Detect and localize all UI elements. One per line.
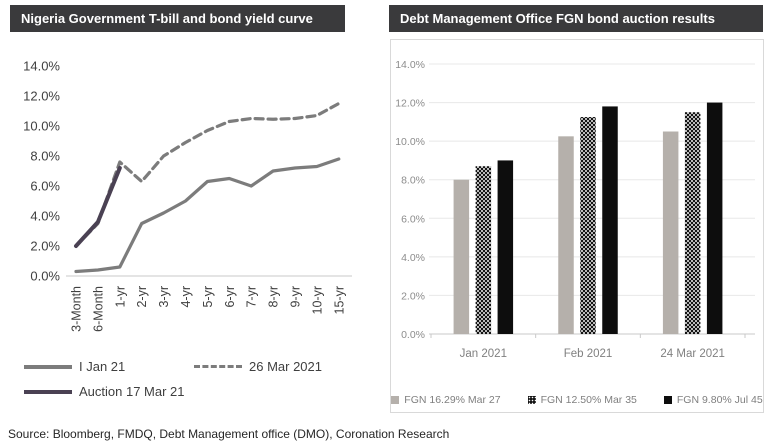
right-chart-title: Debt Management Office FGN bond auction … bbox=[389, 5, 763, 32]
y-tick-label: 12.0% bbox=[395, 98, 425, 110]
left-chart-legend: I Jan 21 26 Mar 2021 Auction 17 Mar 21 bbox=[24, 354, 374, 404]
y-tick-label: 0.0% bbox=[30, 269, 60, 284]
legend-dotted-swatch bbox=[527, 396, 536, 404]
bar-0 bbox=[558, 136, 574, 334]
legend-purple-line-sample bbox=[24, 389, 72, 394]
y-tick-label: 8.0% bbox=[401, 175, 425, 187]
right-chart-title-text: Debt Management Office FGN bond auction … bbox=[400, 11, 715, 26]
x-tick-label: 1-yr bbox=[113, 286, 127, 308]
bar-2 bbox=[602, 106, 618, 334]
legend-row-2: Auction 17 Mar 21 bbox=[24, 379, 374, 404]
y-tick-label: 12.0% bbox=[23, 89, 60, 104]
legend-label-mar35: FGN 12.50% Mar 35 bbox=[540, 394, 637, 406]
y-tick-label: 6.0% bbox=[401, 213, 425, 225]
legend-item-mar26: 26 Mar 2021 bbox=[194, 359, 322, 374]
bar-1 bbox=[475, 166, 492, 334]
bar-0 bbox=[453, 179, 470, 334]
right-chart-plot: 0.0% 2.0% 4.0% 6.0% 8.0% 10.0% 12.0% 14.0% Jan 2… bbox=[395, 59, 755, 360]
x-tick-label: 9-yr bbox=[289, 286, 303, 308]
legend-item-mar35: FGN 12.50% Mar 35 bbox=[527, 394, 637, 406]
y-tick-label: 4.0% bbox=[401, 252, 425, 264]
y-tick-label: 4.0% bbox=[30, 209, 60, 224]
y-tick-label: 14.0% bbox=[23, 59, 60, 74]
y-tick-label: 2.0% bbox=[30, 239, 60, 254]
x-tick-label: 24 Mar 2021 bbox=[660, 348, 725, 360]
right-chart-frame: 0.0% 2.0% 4.0% 6.0% 8.0% 10.0% 12.0% 14.0% Jan 2… bbox=[390, 39, 764, 413]
bar-2 bbox=[497, 160, 514, 334]
x-tick-label: 7-yr bbox=[245, 286, 259, 308]
y-tick-label: 2.0% bbox=[401, 290, 425, 302]
legend-black-swatch bbox=[663, 396, 672, 404]
x-tick-label: 6-yr bbox=[223, 286, 237, 308]
x-tick-label: 15-yr bbox=[332, 286, 346, 314]
legend-label-mar26: 26 Mar 2021 bbox=[249, 359, 322, 374]
x-tick-label: 6-Month bbox=[91, 286, 105, 332]
x-tick-label: 10-yr bbox=[310, 286, 324, 314]
y-tick-label: 10.0% bbox=[23, 119, 60, 134]
legend-gray-swatch bbox=[391, 396, 400, 404]
y-tick-label: 0.0% bbox=[401, 329, 425, 341]
bar-1 bbox=[580, 117, 596, 335]
x-tick-label: 5-yr bbox=[201, 286, 215, 308]
legend-label-mar27: FGN 16.29% Mar 27 bbox=[404, 394, 501, 406]
legend-label-jul45: FGN 9.80% Jul 45 bbox=[676, 394, 763, 406]
x-tick-label: 3-Month bbox=[70, 286, 84, 332]
legend-label-jan: I Jan 21 bbox=[79, 359, 126, 374]
y-tick-label: 10.0% bbox=[395, 136, 425, 148]
legend-row-1: I Jan 21 26 Mar 2021 bbox=[24, 354, 374, 379]
x-tick-label: 8-yr bbox=[267, 286, 281, 308]
series-line-1 bbox=[74, 101, 341, 248]
bar-1 bbox=[684, 112, 701, 334]
x-tick-label: 3-yr bbox=[157, 286, 171, 308]
legend-label-auction: Auction 17 Mar 21 bbox=[79, 384, 185, 399]
legend-solid-gray-line-sample bbox=[24, 364, 72, 369]
y-tick-label: 6.0% bbox=[30, 179, 60, 194]
legend-dashed-line-sample bbox=[194, 365, 242, 368]
legend-item-jan: I Jan 21 bbox=[24, 359, 194, 374]
bar-2 bbox=[706, 102, 723, 334]
x-tick-label: Jan 2021 bbox=[460, 348, 507, 360]
x-tick-label: 2-yr bbox=[135, 286, 149, 308]
y-tick-label: 8.0% bbox=[30, 149, 60, 164]
source-note: Source: Bloomberg, FMDQ, Debt Management… bbox=[8, 427, 450, 441]
left-chart-title: Nigeria Government T-bill and bond yield… bbox=[10, 5, 345, 32]
right-chart-legend: FGN 16.29% Mar 27 FGN 12.50% Mar 35 FGN … bbox=[391, 394, 763, 406]
legend-item-mar27: FGN 16.29% Mar 27 bbox=[391, 394, 501, 406]
y-tick-label: 14.0% bbox=[395, 59, 425, 71]
x-tick-label: 4-yr bbox=[179, 286, 193, 308]
series-line-2 bbox=[74, 166, 122, 248]
bar-0 bbox=[662, 131, 679, 334]
legend-item-auction: Auction 17 Mar 21 bbox=[24, 384, 185, 399]
x-tick-label: Feb 2021 bbox=[564, 348, 613, 360]
left-chart-plot: 0.0% 2.0% 4.0% 6.0% 8.0% 10.0% 12.0% 14.0% 3-Mon… bbox=[23, 59, 352, 332]
series-line-0 bbox=[74, 157, 341, 274]
left-chart-title-text: Nigeria Government T-bill and bond yield… bbox=[21, 11, 313, 26]
legend-item-jul45: FGN 9.80% Jul 45 bbox=[663, 394, 763, 406]
